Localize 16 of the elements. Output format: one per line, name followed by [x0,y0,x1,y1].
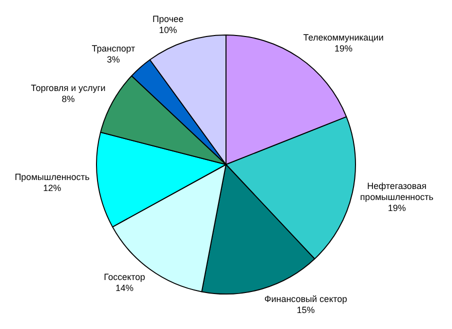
data-label: 19% [334,43,352,54]
slice-label: Транспорт [92,44,136,54]
data-label: 19% [388,203,406,214]
slice-label: Телекоммуникации [303,32,384,42]
slice-label: Промышленность [14,172,90,182]
data-label: 14% [115,283,134,294]
data-label: 12% [43,182,62,193]
slice-label: Торговля и услуги [30,82,106,93]
data-label: 10% [159,25,178,36]
slice-label: Финансовый сектор [264,294,348,304]
data-label: 8% [62,94,75,104]
slice-label: Госсектор [104,272,146,282]
slice-label: Прочее [152,14,184,24]
data-label: 3% [106,54,120,65]
slice-label: Нефтегазовая промышленность [360,181,434,202]
data-label: 15% [296,305,315,316]
